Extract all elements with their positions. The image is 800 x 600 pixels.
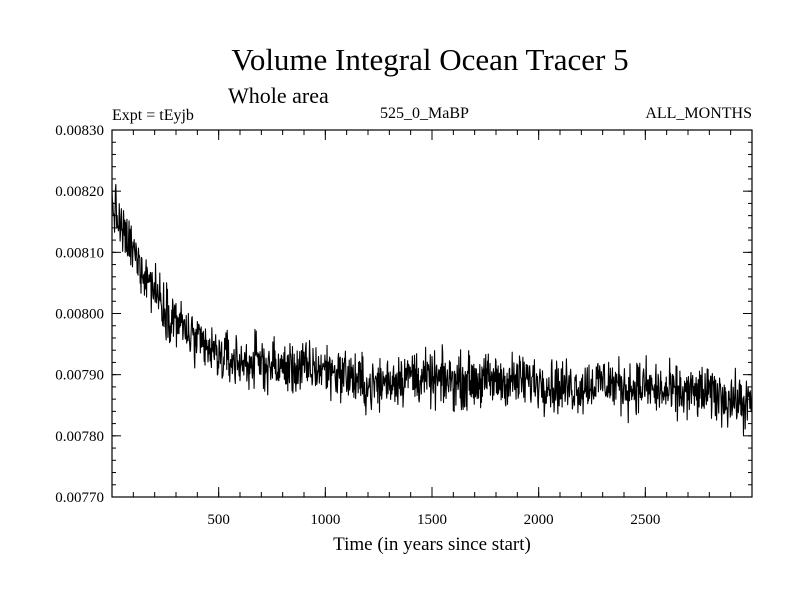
x-tick-label: 1500 [417,512,447,528]
y-tick-label: 0.00780 [55,429,104,445]
y-tick-label: 0.00820 [55,184,104,200]
experiment-label: Expt = tEyjb [112,107,194,124]
series-layer [111,183,753,436]
x-tick-label: 1000 [310,512,340,528]
x-tick-label: 500 [207,512,230,528]
y-tick-label: 0.00810 [55,245,104,261]
y-tick-label: 0.00800 [55,307,104,323]
y-tick-label: 0.00830 [55,123,104,139]
x-tick-label: 2000 [524,512,554,528]
y-tick-label: 0.00770 [55,490,104,506]
x-axis-label: Time (in years since start) [333,534,531,555]
y-tick-label: 0.00790 [55,368,104,384]
series-line [111,183,753,436]
period-label: 525_0_MaBP [380,105,469,122]
months-label: ALL_MONTHS [645,105,752,122]
chart-title: Volume Integral Ocean Tracer 5 [231,42,628,77]
x-tick-label: 2500 [630,512,660,528]
chart-subtitle: Whole area [228,83,329,108]
axis-ticks: 500 1000 1500 2000 2500 0.00770 0.00780 0.00790… [55,123,752,528]
plot-frame [111,129,753,498]
